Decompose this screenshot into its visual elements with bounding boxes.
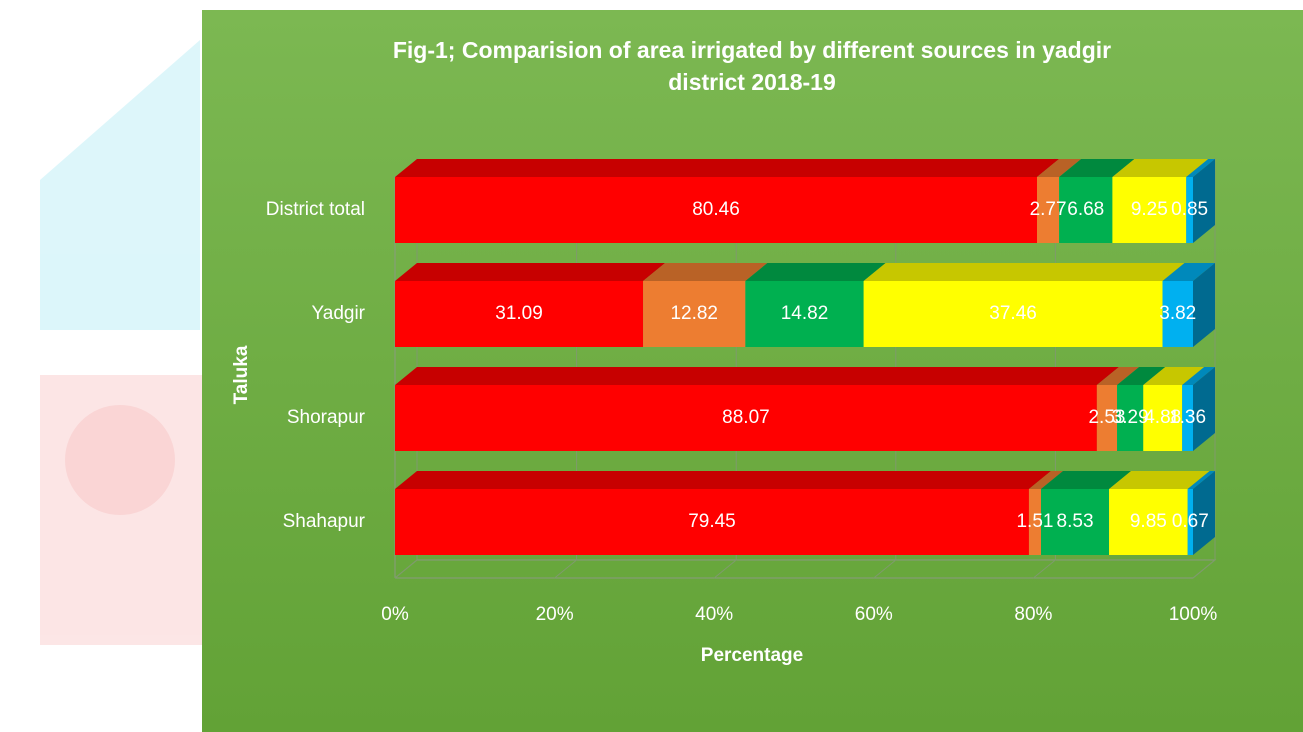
bar-top [745,263,885,281]
bar-top [864,263,1185,281]
data-label: 37.46 [989,303,1037,324]
plot: 0% 20% 40% 60% 80% 100% District total 80.46 2.7… [266,158,1218,625]
data-label: 3.82 [1159,303,1196,324]
bar-top [395,263,665,281]
data-label: 3.29 [1112,407,1149,428]
data-label: 12.82 [670,303,718,324]
bar-top [395,159,1059,177]
watermark [40,40,210,645]
chart-title: Fig-1; Comparision of area irrigated by … [372,34,1132,98]
y-tick-label: Shorapur [287,407,366,428]
data-label: 2.77 [1030,199,1067,220]
page: 0% 20% 40% 60% 80% 100% District total 80.46 2.7… [0,0,1303,732]
y-tick-label: Shahapur [283,511,366,532]
data-label: 14.82 [781,303,829,324]
y-axis-label: Taluka [231,345,252,404]
x-tick-label: 20% [536,604,574,625]
bar-top [395,367,1119,385]
data-label: 0.85 [1171,199,1208,220]
data-label: 6.68 [1067,199,1104,220]
data-label: 9.25 [1131,199,1168,220]
data-label: 1.51 [1016,511,1053,532]
data-label: 8.53 [1057,511,1094,532]
data-label: 9.85 [1130,511,1167,532]
x-tick-label: 0% [381,604,409,625]
data-label: 88.07 [722,407,770,428]
y-tick-label: District total [266,199,365,220]
x-tick-label: 100% [1169,604,1218,625]
data-label: 1.36 [1169,407,1206,428]
data-label: 79.45 [688,511,736,532]
data-label: 0.67 [1172,511,1209,532]
data-label: 80.46 [692,199,740,220]
chart: 0% 20% 40% 60% 80% 100% District total 80.46 2.7… [0,0,1303,732]
x-tick-label: 80% [1014,604,1052,625]
x-tick-label: 60% [855,604,893,625]
x-axis-label: Percentage [701,645,803,666]
bar-top [395,471,1051,489]
y-tick-label: Yadgir [311,303,365,324]
data-label: 31.09 [495,303,543,324]
x-tick-label: 40% [695,604,733,625]
